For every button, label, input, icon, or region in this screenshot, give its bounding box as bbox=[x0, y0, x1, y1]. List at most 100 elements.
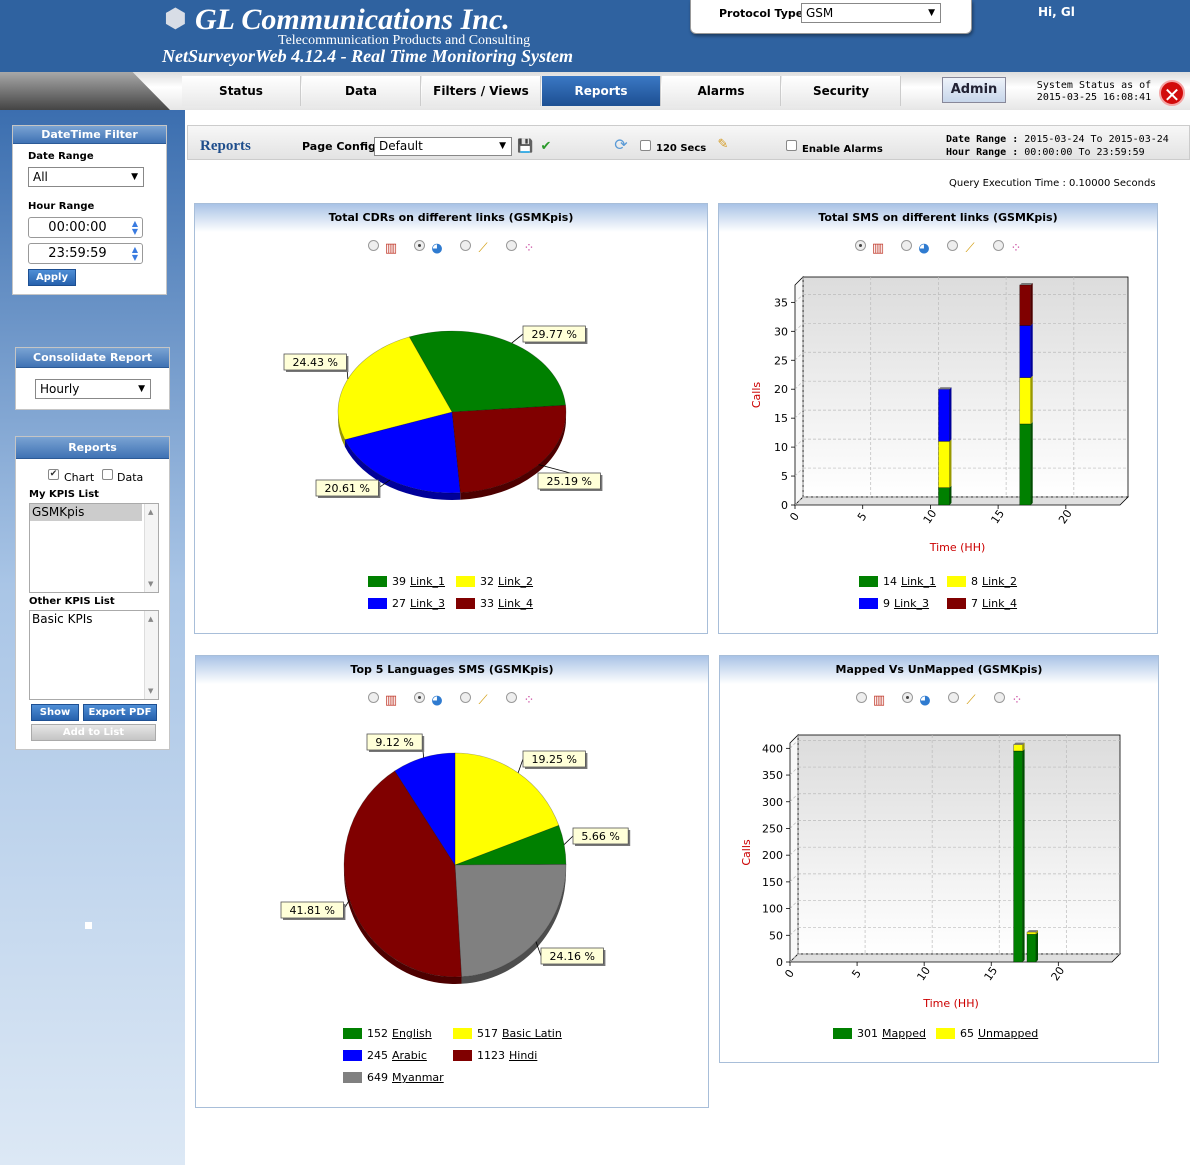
page-config-select[interactable]: Default ▼ bbox=[374, 137, 512, 156]
chart-type-radio[interactable] bbox=[948, 692, 959, 703]
scrollbar[interactable]: ▲ ▼ bbox=[144, 611, 158, 699]
scatter-chart-icon[interactable]: ⁘ bbox=[523, 693, 535, 708]
legend-entry[interactable]: 1123 Hindi bbox=[477, 1049, 537, 1062]
chart-type-radio[interactable] bbox=[902, 692, 913, 703]
scroll-up-icon[interactable]: ▲ bbox=[148, 508, 154, 516]
bar-chart-icon[interactable]: ▥ bbox=[384, 693, 398, 708]
legend-link[interactable]: Link_2 bbox=[982, 575, 1018, 588]
close-icon[interactable]: ✕ bbox=[1159, 80, 1185, 107]
apply-button[interactable]: Apply bbox=[28, 269, 76, 286]
admin-button[interactable]: Admin bbox=[942, 77, 1006, 103]
legend-entry[interactable]: 8 Link_2 bbox=[971, 575, 1017, 588]
consolidate-select[interactable]: Hourly ▼ bbox=[35, 379, 151, 399]
scatter-chart-icon[interactable]: ⁘ bbox=[523, 241, 535, 256]
chart-type-radio[interactable] bbox=[368, 240, 379, 251]
legend-link[interactable]: Link_2 bbox=[498, 575, 534, 588]
line-chart-icon[interactable]: ⟋ bbox=[965, 241, 975, 256]
spin-down-icon[interactable]: ▼ bbox=[131, 253, 138, 262]
other-kpis-list[interactable]: Basic KPIs ▲ ▼ bbox=[29, 610, 159, 700]
chart-type-radio[interactable] bbox=[901, 240, 912, 251]
legend-entry[interactable]: 65 Unmapped bbox=[960, 1027, 1038, 1040]
legend-link[interactable]: Link_3 bbox=[410, 597, 446, 610]
chart-checkbox[interactable]: ✔ bbox=[48, 469, 59, 480]
check-icon[interactable]: ✔ bbox=[540, 139, 552, 154]
legend-entry[interactable]: 649 Myanmar bbox=[367, 1071, 444, 1084]
hour-to-input[interactable]: 23:59:59 ▲ ▼ bbox=[28, 243, 143, 264]
chart-type-radio[interactable] bbox=[947, 240, 958, 251]
legend-entry[interactable]: 14 Link_1 bbox=[883, 575, 936, 588]
pie-chart-icon[interactable]: ◕ bbox=[919, 693, 931, 708]
export-pdf-button[interactable]: Export PDF bbox=[83, 704, 157, 721]
auto-refresh-checkbox[interactable] bbox=[640, 140, 651, 151]
show-button[interactable]: Show bbox=[31, 704, 79, 721]
pie-chart-icon[interactable]: ◕ bbox=[431, 693, 443, 708]
legend-entry[interactable]: 32 Link_2 bbox=[480, 575, 533, 588]
line-chart-icon[interactable]: ⟋ bbox=[478, 693, 488, 708]
chart-type-radio[interactable] bbox=[506, 240, 517, 251]
hour-from-input[interactable]: 00:00:00 ▲ ▼ bbox=[28, 217, 143, 238]
bar-chart-icon[interactable]: ▥ bbox=[871, 241, 885, 256]
scroll-down-icon[interactable]: ▼ bbox=[148, 687, 154, 695]
legend-link[interactable]: Hindi bbox=[509, 1049, 538, 1062]
list-item[interactable]: Basic KPIs bbox=[32, 612, 93, 626]
legend-link[interactable]: Link_1 bbox=[410, 575, 446, 588]
legend-entry[interactable]: 517 Basic Latin bbox=[477, 1027, 562, 1040]
legend-link[interactable]: Arabic bbox=[392, 1049, 427, 1062]
legend-link[interactable]: Unmapped bbox=[978, 1027, 1039, 1040]
legend-link[interactable]: Basic Latin bbox=[502, 1027, 562, 1040]
chart-type-radio[interactable] bbox=[993, 240, 1004, 251]
legend-link[interactable]: Myanmar bbox=[392, 1071, 444, 1084]
chart-type-radio[interactable] bbox=[855, 240, 866, 251]
protocol-select[interactable]: GSM ▼ bbox=[801, 3, 941, 23]
tab-status[interactable]: Status bbox=[182, 76, 301, 106]
spin-down-icon[interactable]: ▼ bbox=[131, 227, 138, 236]
legend-entry[interactable]: 152 English bbox=[367, 1027, 432, 1040]
chart-type-radio[interactable] bbox=[994, 692, 1005, 703]
legend-entry[interactable]: 245 Arabic bbox=[367, 1049, 427, 1062]
legend-entry[interactable]: 27 Link_3 bbox=[392, 597, 445, 610]
chart-type-radio[interactable] bbox=[414, 692, 425, 703]
chart-type-radio[interactable] bbox=[368, 692, 379, 703]
legend-link[interactable]: Link_1 bbox=[901, 575, 937, 588]
scrollbar[interactable]: ▲ ▼ bbox=[144, 504, 158, 592]
data-checkbox[interactable] bbox=[102, 469, 113, 480]
legend-entry[interactable]: 33 Link_4 bbox=[480, 597, 533, 610]
refresh-icon[interactable]: ⟳ bbox=[614, 135, 628, 154]
tab-reports[interactable]: Reports bbox=[542, 76, 661, 106]
pie-chart-icon[interactable]: ◕ bbox=[918, 241, 930, 256]
scroll-up-icon[interactable]: ▲ bbox=[148, 615, 154, 623]
save-icon[interactable]: 💾 bbox=[517, 139, 534, 154]
scroll-down-icon[interactable]: ▼ bbox=[148, 580, 154, 588]
spin-up-icon[interactable]: ▲ bbox=[131, 219, 138, 228]
legend-entry[interactable]: 39 Link_1 bbox=[392, 575, 445, 588]
enable-alarms-checkbox[interactable] bbox=[786, 140, 797, 151]
legend-entry[interactable]: 301 Mapped bbox=[857, 1027, 926, 1040]
chart-type-radio[interactable] bbox=[856, 692, 867, 703]
list-item[interactable]: GSMKpis bbox=[30, 504, 142, 521]
tab-security[interactable]: Security bbox=[782, 76, 901, 106]
line-chart-icon[interactable]: ⟋ bbox=[966, 693, 976, 708]
chart-type-radio[interactable] bbox=[414, 240, 425, 251]
bar-chart-icon[interactable]: ▥ bbox=[384, 241, 398, 256]
tab-data[interactable]: Data bbox=[302, 76, 421, 106]
line-chart-icon[interactable]: ⟋ bbox=[478, 241, 488, 256]
chart-type-radio[interactable] bbox=[506, 692, 517, 703]
bar-chart-icon[interactable]: ▥ bbox=[872, 693, 886, 708]
tab-filters-views[interactable]: Filters / Views bbox=[422, 76, 541, 106]
scatter-chart-icon[interactable]: ⁘ bbox=[1011, 693, 1023, 708]
chart-type-radio[interactable] bbox=[460, 240, 471, 251]
my-kpis-list[interactable]: GSMKpis ▲ ▼ bbox=[29, 503, 159, 593]
legend-link[interactable]: Mapped bbox=[882, 1027, 926, 1040]
spin-up-icon[interactable]: ▲ bbox=[131, 245, 138, 254]
legend-link[interactable]: Link_4 bbox=[982, 597, 1018, 610]
pie-chart-icon[interactable]: ◕ bbox=[431, 241, 443, 256]
tab-alarms[interactable]: Alarms bbox=[662, 76, 781, 106]
edit-icon[interactable]: ✎ bbox=[717, 137, 729, 152]
legend-link[interactable]: Link_3 bbox=[894, 597, 930, 610]
legend-entry[interactable]: 7 Link_4 bbox=[971, 597, 1017, 610]
chart-type-radio[interactable] bbox=[460, 692, 471, 703]
legend-link[interactable]: Link_4 bbox=[498, 597, 534, 610]
scatter-chart-icon[interactable]: ⁘ bbox=[1010, 241, 1022, 256]
date-range-select[interactable]: All ▼ bbox=[28, 167, 144, 187]
legend-entry[interactable]: 9 Link_3 bbox=[883, 597, 929, 610]
